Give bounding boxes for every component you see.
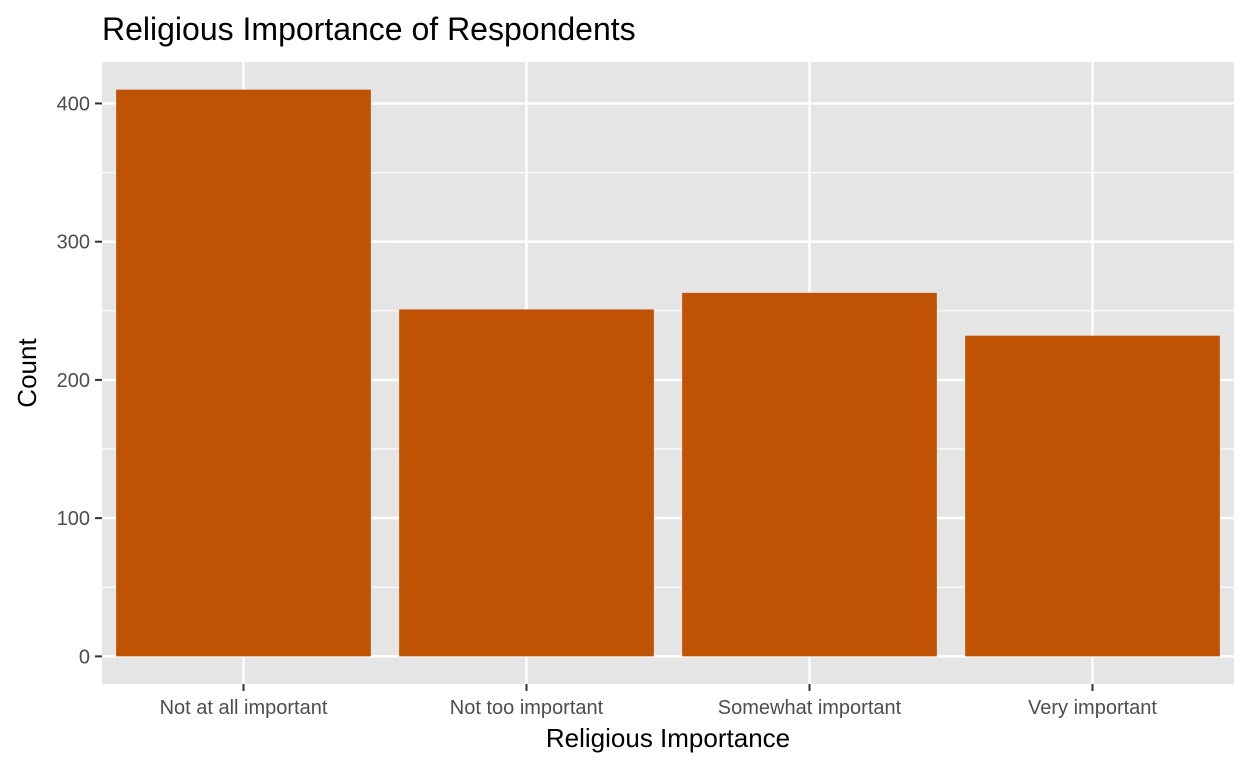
y-tick-label: 100	[57, 508, 90, 530]
y-tick-label: 200	[57, 370, 90, 392]
bar	[399, 309, 654, 657]
bar	[965, 335, 1220, 657]
bar	[116, 89, 371, 657]
x-tick-label: Very important	[1028, 697, 1157, 719]
x-tick-label: Somewhat important	[718, 697, 902, 719]
x-axis: Not at all important Not too important Som…	[160, 684, 1157, 719]
x-axis-title: Religious Importance	[546, 723, 790, 753]
chart-title: Religious Importance of Respondents	[102, 11, 636, 47]
y-axis: 0 100 200 300 400	[57, 93, 102, 668]
bars	[116, 89, 1220, 657]
y-axis-title: Count	[12, 338, 42, 408]
x-tick-label: Not too important	[450, 697, 604, 719]
x-tick-label: Not at all important	[160, 697, 328, 719]
y-tick-label: 300	[57, 232, 90, 254]
y-tick-label: 0	[79, 646, 90, 668]
y-tick-label: 400	[57, 93, 90, 115]
bar	[682, 292, 937, 657]
